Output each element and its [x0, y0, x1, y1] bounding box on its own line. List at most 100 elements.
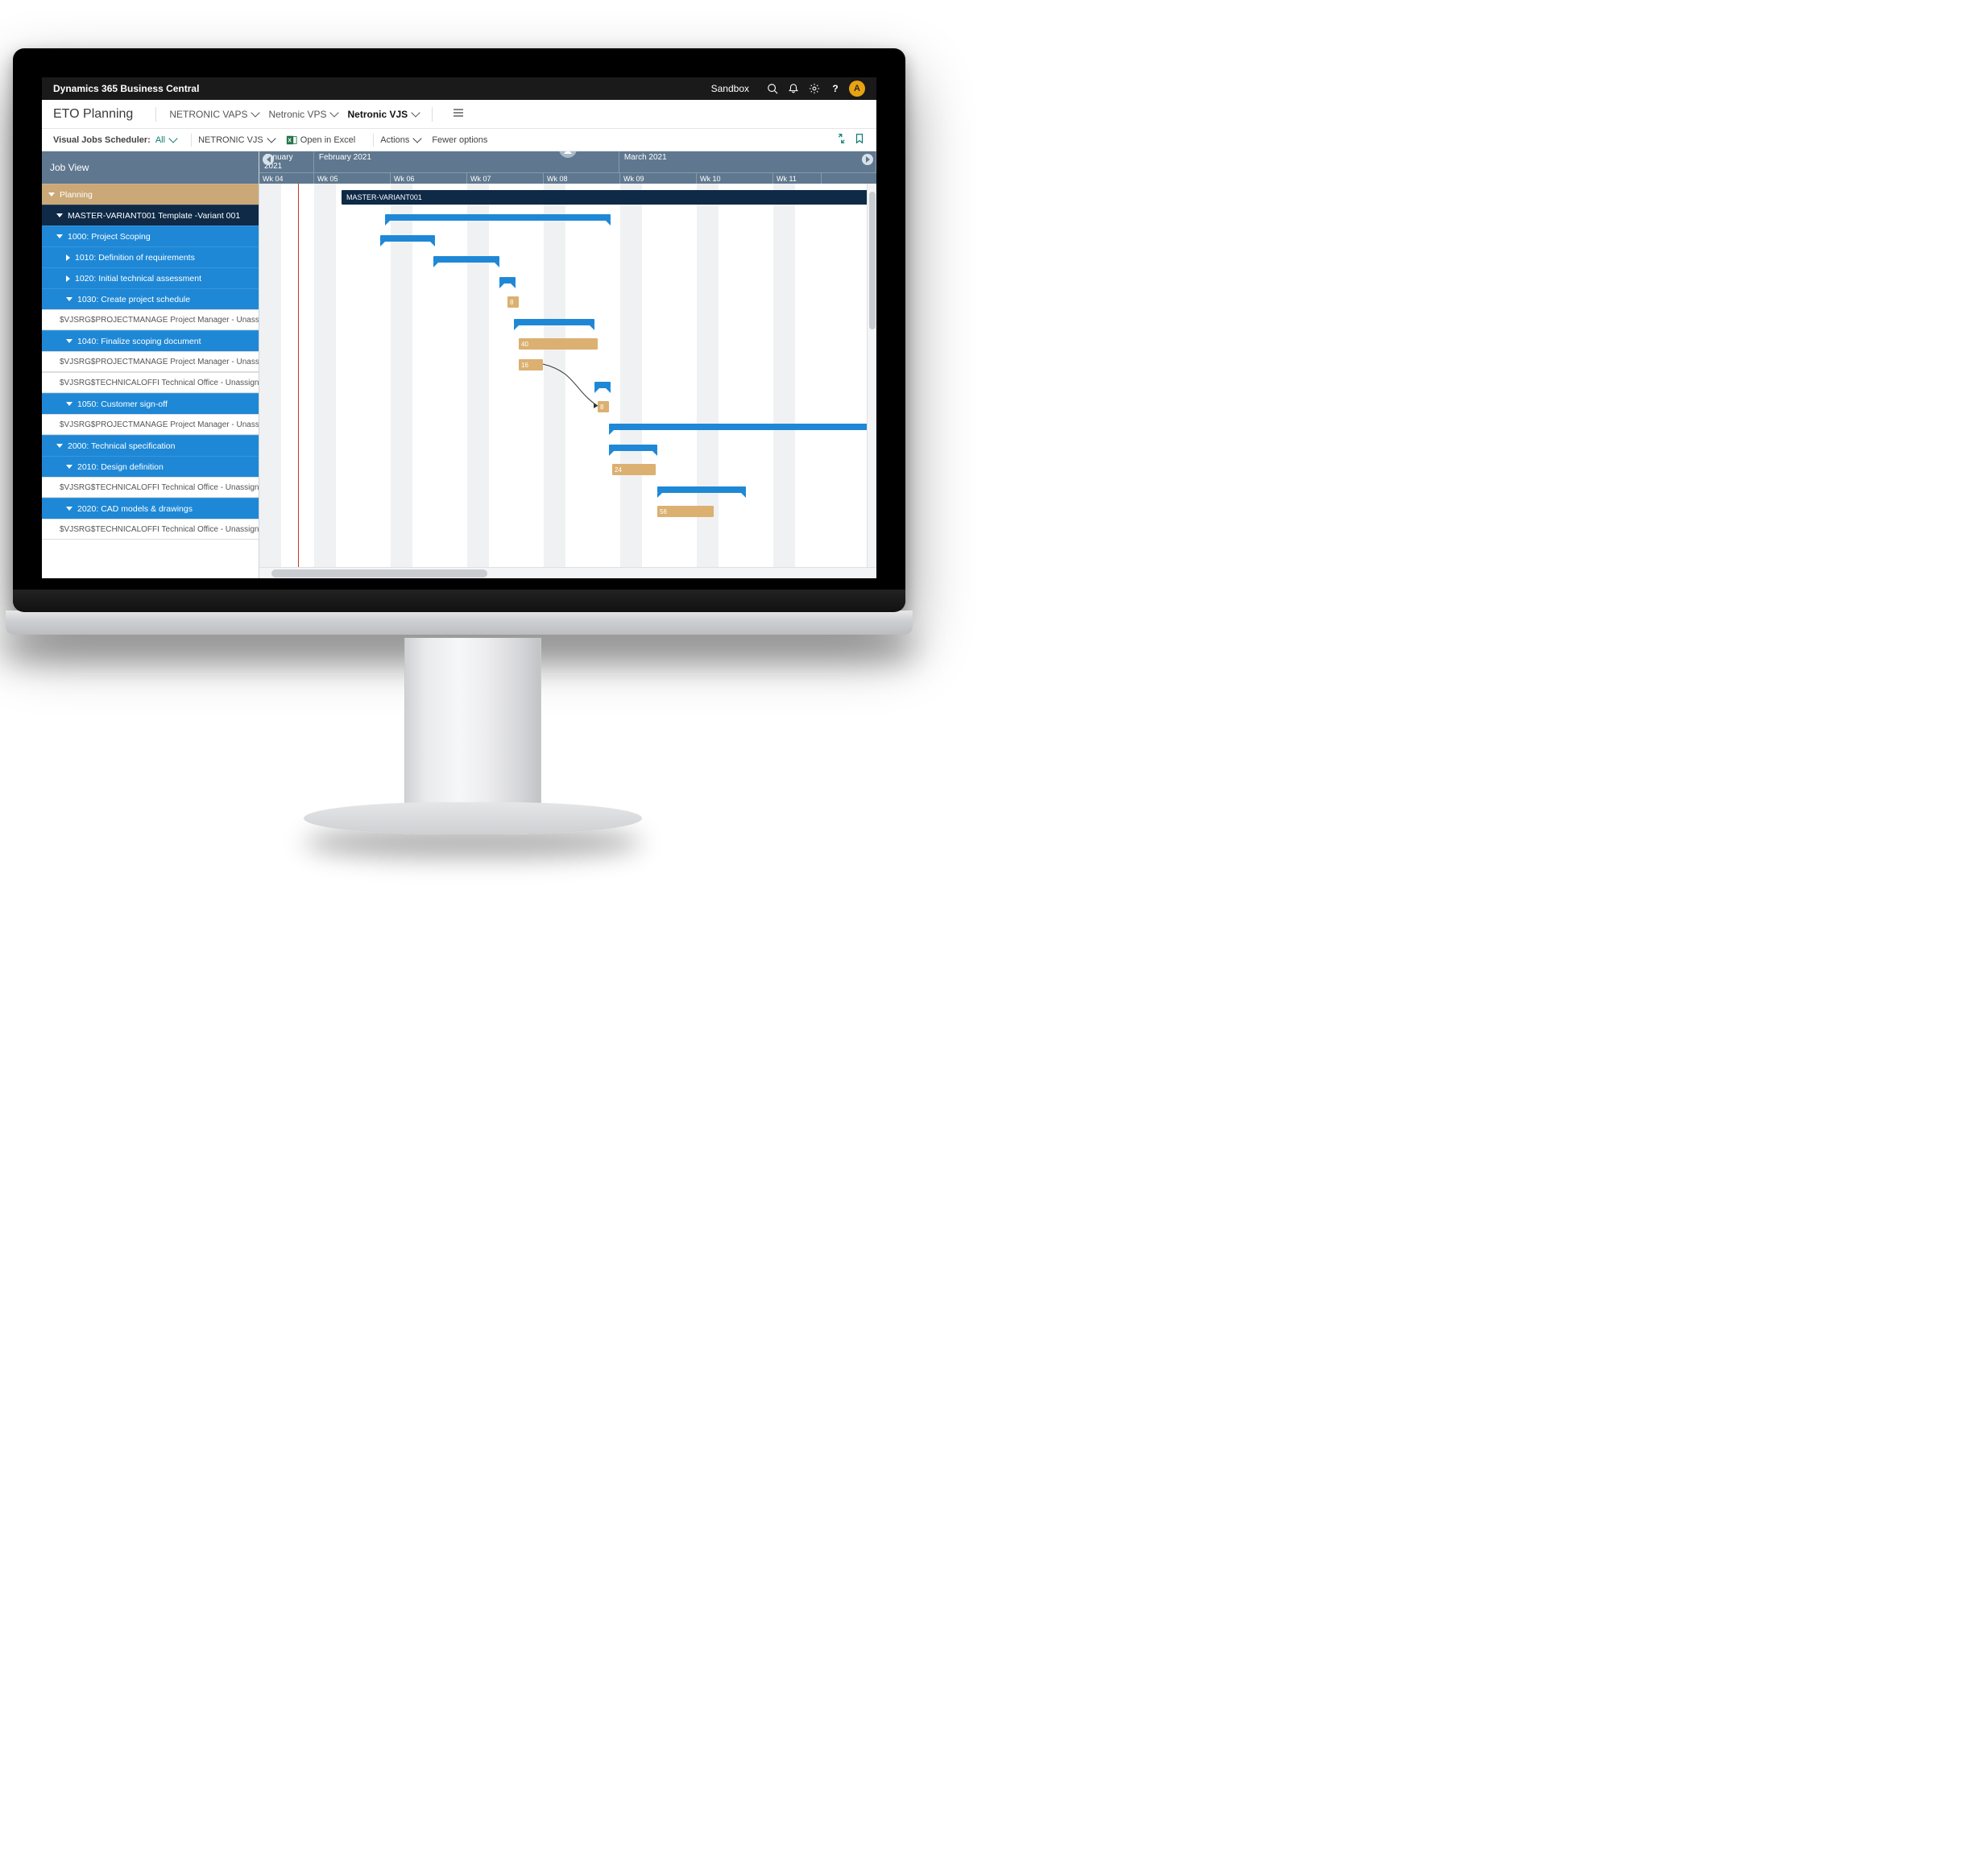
gantt-summary-bar[interactable]	[609, 445, 657, 451]
filter-all[interactable]: All	[155, 135, 176, 145]
gantt-assignment-bar[interactable]: 24	[612, 464, 656, 475]
actions-menu[interactable]: Actions	[380, 135, 420, 145]
caret-down-icon	[56, 444, 63, 448]
gantt-summary-bar[interactable]	[499, 277, 516, 284]
timeline-week: Wk 10	[697, 173, 773, 184]
toolbar-label: Visual Jobs Scheduler:	[53, 135, 151, 145]
chevron-down-icon	[168, 134, 177, 143]
timeline-next-button[interactable]	[862, 154, 873, 165]
tab-vjs[interactable]: Netronic VJS	[342, 106, 424, 123]
scrollbar-thumb[interactable]	[869, 192, 876, 329]
tree-task-row[interactable]: 1020: Initial technical assessment	[42, 267, 259, 288]
notifications-icon[interactable]	[783, 78, 804, 99]
gantt-summary-bar[interactable]	[380, 235, 435, 242]
app-title: Dynamics 365 Business Central	[53, 83, 199, 94]
tree-row-label: $VJSRG$TECHNICALOFFI Technical Office - …	[60, 379, 259, 387]
timeline-week: Wk 11	[773, 173, 822, 184]
tree-task-row[interactable]: 1010: Definition of requirements	[42, 246, 259, 267]
monitor-stand-foot	[304, 802, 642, 834]
timeline-week: Wk 09	[620, 173, 697, 184]
chevron-down-icon	[267, 134, 275, 143]
timeline-header: January 2021February 2021March 2021 Wk 0…	[259, 151, 876, 184]
excel-icon: X	[286, 135, 297, 146]
fewer-options-button[interactable]: Fewer options	[432, 135, 487, 145]
gantt-assignment-bar[interactable]: 40	[519, 338, 598, 350]
tree-row-label: 1030: Create project schedule	[77, 295, 190, 304]
more-options-icon[interactable]	[452, 106, 465, 122]
timeline-week: Wk 04	[259, 173, 314, 184]
caret-down-icon	[66, 297, 72, 301]
tree-row-label: 1050: Customer sign-off	[77, 399, 168, 409]
gantt-panel: January 2021February 2021March 2021 Wk 0…	[259, 151, 876, 578]
tree-row-label: 2000: Technical specification	[68, 441, 175, 451]
tree-task-row[interactable]: 1000: Project Scoping	[42, 226, 259, 246]
gantt-assignment-bar[interactable]: 56	[657, 506, 714, 517]
scrollbar-thumb[interactable]	[271, 569, 487, 577]
app-bar: Dynamics 365 Business Central Sandbox ? …	[42, 77, 876, 100]
tree-task-row[interactable]: 1050: Customer sign-off	[42, 393, 259, 414]
tree-row-label: $VJSRG$TECHNICALOFFI Technical Office - …	[60, 483, 259, 492]
gantt-summary-bar[interactable]	[657, 486, 746, 493]
open-in-excel-button[interactable]: X Open in Excel	[286, 135, 355, 146]
chevron-down-icon	[413, 134, 422, 143]
tree-task-row[interactable]: 2010: Design definition	[42, 456, 259, 477]
timeline-prev-button[interactable]	[263, 154, 274, 165]
job-tree-panel: Job View Planning MASTER-VARIANT001 Templ…	[42, 151, 259, 578]
caret-down-icon	[66, 507, 72, 511]
gantt-assignment-bar[interactable]: 16	[519, 359, 543, 370]
toolbar: Visual Jobs Scheduler: All NETRONIC VJS …	[42, 129, 876, 151]
help-icon[interactable]: ?	[825, 78, 846, 99]
tree-task-row[interactable]: Planning	[42, 184, 259, 205]
pop-out-icon[interactable]	[835, 133, 846, 147]
caret-down-icon	[48, 192, 55, 197]
gantt-summary-bar[interactable]	[609, 424, 872, 430]
gantt-master-bar[interactable]: MASTER-VARIANT001	[342, 190, 873, 205]
tree-task-row[interactable]: 1040: Finalize scoping document	[42, 330, 259, 351]
tree-row-label: 2010: Design definition	[77, 462, 164, 472]
tree-row-label: $VJSRG$PROJECTMANAGE Project Manager - U…	[60, 420, 259, 429]
chevron-down-icon	[251, 108, 260, 117]
tree-task-row[interactable]: 2000: Technical specification	[42, 435, 259, 456]
gantt-summary-bar[interactable]	[514, 319, 594, 325]
tree-row-label: 1010: Definition of requirements	[75, 253, 195, 263]
scheduler: Job View Planning MASTER-VARIANT001 Templ…	[42, 151, 876, 578]
gantt-summary-bar[interactable]	[594, 382, 611, 388]
timeline-week: Wk 07	[467, 173, 544, 184]
tab-vaps[interactable]: NETRONIC VAPS	[164, 106, 263, 123]
gantt-summary-bar[interactable]	[385, 214, 611, 221]
job-tree-header: Job View	[42, 151, 259, 184]
monitor-base	[6, 611, 913, 635]
bookmark-icon[interactable]	[854, 133, 865, 147]
environment-label: Sandbox	[711, 83, 749, 94]
tree-row-label: 2020: CAD models & drawings	[77, 504, 193, 514]
monitor-stand-neck	[404, 638, 541, 807]
gantt-chart[interactable]: MASTER-VARIANT001 8 40 16 8 24 56	[259, 184, 876, 578]
settings-icon[interactable]	[804, 78, 825, 99]
vertical-scrollbar[interactable]	[867, 184, 876, 567]
caret-right-icon	[66, 275, 70, 282]
chevron-down-icon	[412, 108, 420, 117]
gantt-summary-bar[interactable]	[433, 256, 499, 263]
gantt-assignment-bar[interactable]: 8	[598, 401, 609, 412]
horizontal-scrollbar[interactable]	[259, 567, 876, 578]
caret-down-icon	[56, 213, 63, 217]
tree-assignment-row: $VJSRG$PROJECTMANAGE Project Manager - U…	[42, 309, 259, 330]
chevron-down-icon	[330, 108, 339, 117]
page-title: ETO Planning	[53, 107, 133, 122]
tree-task-row[interactable]: MASTER-VARIANT001 Template -Variant 001	[42, 205, 259, 226]
toolbar-netronic-vjs[interactable]: NETRONIC VJS	[198, 135, 275, 145]
gantt-assignment-bar[interactable]: 8	[507, 296, 519, 308]
search-icon[interactable]	[762, 78, 783, 99]
tab-vps[interactable]: Netronic VPS	[263, 106, 342, 123]
timeline-week: Wk 08	[544, 173, 620, 184]
tree-row-label: Planning	[60, 190, 93, 200]
tree-task-row[interactable]: 2020: CAD models & drawings	[42, 498, 259, 519]
screen: Dynamics 365 Business Central Sandbox ? …	[42, 77, 876, 578]
tree-row-label: $VJSRG$PROJECTMANAGE Project Manager - U…	[60, 358, 259, 366]
tree-task-row[interactable]: 1030: Create project schedule	[42, 288, 259, 309]
tree-row-label: MASTER-VARIANT001 Template -Variant 001	[68, 211, 240, 221]
tree-row-label: 1020: Initial technical assessment	[75, 274, 201, 284]
job-tree: Planning MASTER-VARIANT001 Template -Vari…	[42, 184, 259, 578]
avatar[interactable]: A	[849, 81, 865, 97]
tree-row-label: 1040: Finalize scoping document	[77, 337, 201, 346]
